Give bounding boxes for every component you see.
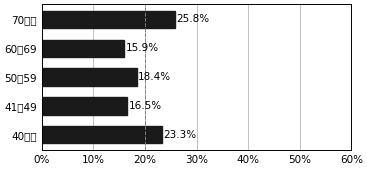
Bar — [42, 97, 127, 115]
Text: 23.3%: 23.3% — [164, 130, 197, 140]
Text: 18.4%: 18.4% — [138, 72, 171, 82]
Text: 15.9%: 15.9% — [126, 43, 159, 53]
Bar — [42, 126, 162, 143]
Bar — [42, 68, 137, 86]
Text: 16.5%: 16.5% — [128, 101, 161, 111]
Bar — [42, 40, 124, 57]
Text: 25.8%: 25.8% — [177, 14, 210, 25]
Bar — [42, 11, 175, 28]
